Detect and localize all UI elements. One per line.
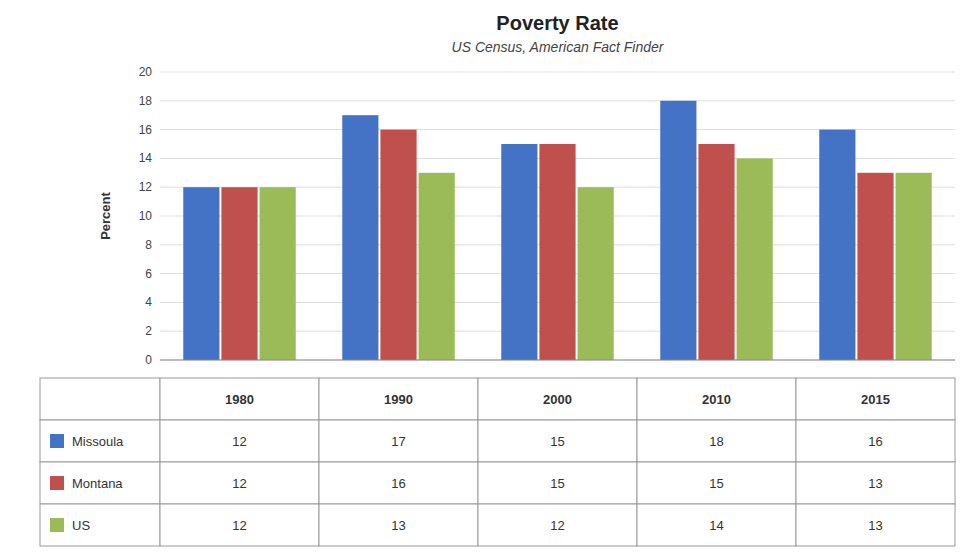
table-value: 15 <box>550 434 564 449</box>
y-tick-label: 8 <box>145 238 152 252</box>
x-tick-label: 2000 <box>543 392 572 407</box>
table-value: 17 <box>391 434 405 449</box>
legend-swatch <box>50 434 64 448</box>
bar <box>698 144 734 360</box>
table-cell <box>637 462 796 504</box>
grid-line <box>160 100 955 101</box>
bar <box>578 187 614 360</box>
table-cell <box>160 462 319 504</box>
bar <box>260 187 296 360</box>
table-value: 14 <box>709 518 723 533</box>
table-value: 13 <box>868 518 882 533</box>
bar <box>857 173 893 360</box>
table-cell <box>478 504 637 546</box>
x-tick-label: 1990 <box>384 392 413 407</box>
table-cell <box>160 504 319 546</box>
bar <box>221 187 257 360</box>
table-value: 12 <box>232 476 246 491</box>
y-tick-label: 4 <box>145 295 152 309</box>
bar <box>819 130 855 360</box>
bar <box>896 173 932 360</box>
legend-label: Montana <box>72 476 123 491</box>
y-tick-label: 16 <box>139 123 153 137</box>
y-tick-label: 2 <box>145 324 152 338</box>
y-axis-label: Percent <box>98 191 113 239</box>
table-cell <box>40 378 160 420</box>
x-tick-label: 1980 <box>225 392 254 407</box>
table-cell <box>796 420 955 462</box>
subtitle: US Census, American Fact Finder <box>452 39 665 55</box>
bar <box>501 144 537 360</box>
table-value: 15 <box>550 476 564 491</box>
legend-label: Missoula <box>72 434 124 449</box>
table-cell <box>478 420 637 462</box>
table-value: 12 <box>232 518 246 533</box>
table-value: 12 <box>232 434 246 449</box>
bar <box>737 158 773 360</box>
bar <box>380 130 416 360</box>
table-value: 13 <box>391 518 405 533</box>
table-cell <box>637 504 796 546</box>
table-cell <box>319 420 478 462</box>
x-axis-line <box>160 360 955 361</box>
table-cell <box>796 462 955 504</box>
chart: Poverty Rate US Census, American Fact Fin… <box>0 0 980 556</box>
table-value: 13 <box>868 476 882 491</box>
legend-label: US <box>72 518 90 533</box>
table-cell <box>40 420 160 462</box>
table-cell <box>160 420 319 462</box>
table-value: 18 <box>709 434 723 449</box>
table-value: 15 <box>709 476 723 491</box>
title: Poverty Rate <box>496 12 618 34</box>
table-cell <box>796 504 955 546</box>
table-value: 16 <box>391 476 405 491</box>
table-cell <box>478 378 637 420</box>
y-tick-label: 18 <box>139 94 153 108</box>
x-tick-label: 2015 <box>861 392 890 407</box>
table-cell <box>637 378 796 420</box>
table-cell <box>40 504 160 546</box>
bars <box>183 101 931 360</box>
chart-root: Poverty Rate US Census, American Fact Fin… <box>0 0 980 556</box>
y-tick-label: 12 <box>139 180 153 194</box>
y-tick-label: 14 <box>139 151 153 165</box>
y-grid: 0 2 4 6 8 10 12 14 16 18 20 <box>139 65 955 367</box>
bar <box>342 115 378 360</box>
table-value: 12 <box>550 518 564 533</box>
legend-swatch <box>50 476 64 490</box>
x-tick-label: 2010 <box>702 392 731 407</box>
data-table: 1980 1990 2000 2010 2015 Missoula 12 17 15 18 16 Mo… <box>40 378 955 546</box>
grid-line <box>160 360 955 361</box>
bar <box>660 101 696 360</box>
table-cell <box>319 378 478 420</box>
table-cell <box>637 420 796 462</box>
table-cell <box>478 462 637 504</box>
table-cell <box>319 504 478 546</box>
y-tick-label: 10 <box>139 209 153 223</box>
legend-swatch <box>50 518 64 532</box>
table-cell <box>319 462 478 504</box>
y-tick-label: 0 <box>145 353 152 367</box>
table-cell <box>160 378 319 420</box>
table-value: 16 <box>868 434 882 449</box>
bar <box>539 144 575 360</box>
table-cell <box>796 378 955 420</box>
y-tick-label: 6 <box>145 267 152 281</box>
grid-line <box>160 72 955 73</box>
table-cell <box>40 462 160 504</box>
bar <box>183 187 219 360</box>
y-tick-label: 20 <box>139 65 153 79</box>
bar <box>419 173 455 360</box>
